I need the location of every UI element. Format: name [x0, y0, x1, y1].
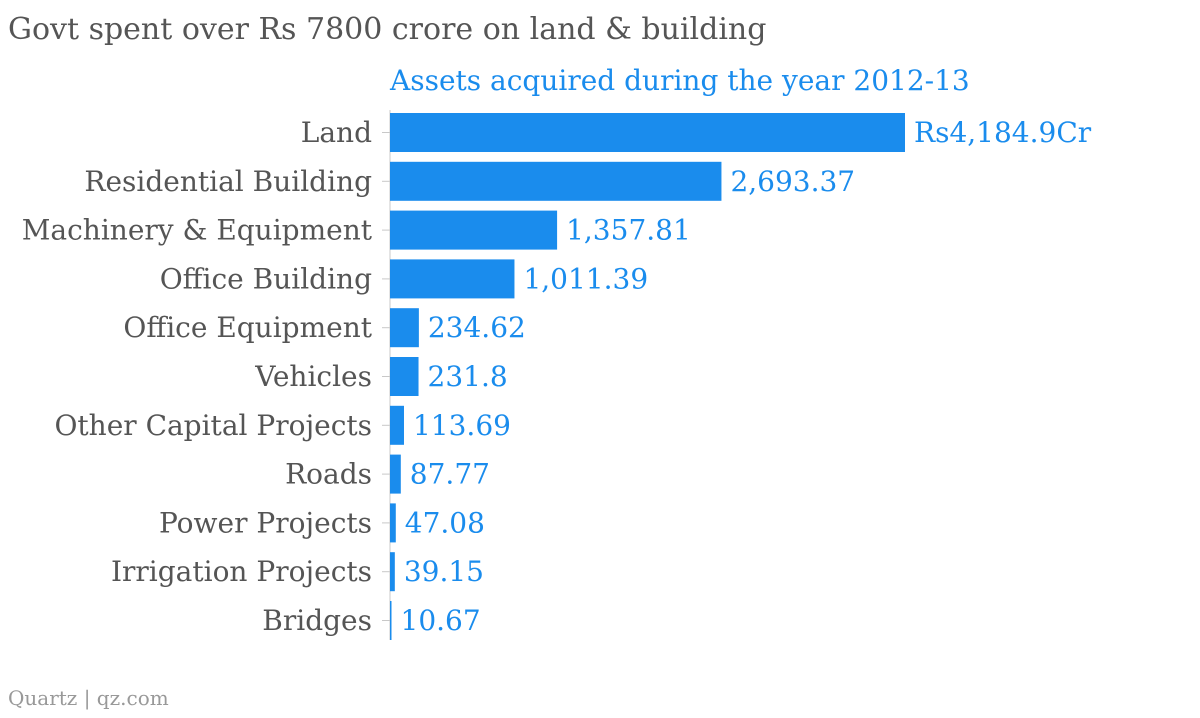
value-label: 113.69 [413, 409, 511, 442]
bar [390, 210, 558, 250]
category-label: Vehicles [254, 360, 372, 393]
category-label: Machinery & Equipment [22, 214, 373, 247]
source-credit: Quartz | qz.com [8, 686, 169, 710]
bar [390, 454, 401, 494]
category-label: Office Building [160, 262, 372, 295]
bar [390, 601, 392, 640]
value-label: 1,357.81 [566, 214, 691, 247]
category-label: Residential Building [84, 165, 372, 198]
category-label: Bridges [262, 604, 372, 637]
value-label: Rs4,184.9Cr [914, 116, 1092, 149]
category-label: Irrigation Projects [111, 555, 372, 588]
category-label: Other Capital Projects [54, 409, 372, 442]
value-label: 234.62 [428, 311, 526, 344]
bar [390, 552, 395, 592]
category-label: Land [301, 116, 372, 149]
value-label: 87.77 [410, 458, 490, 491]
bar [390, 357, 419, 396]
bar [390, 161, 722, 201]
category-label: Office Equipment [123, 311, 372, 344]
chart-subtitle: Assets acquired during the year 2012-13 [390, 64, 970, 97]
value-label: 1,011.39 [523, 262, 648, 295]
chart-title: Govt spent over Rs 7800 crore on land & … [8, 12, 767, 47]
bar [390, 113, 905, 152]
value-label: 231.8 [428, 360, 508, 393]
value-label: 47.08 [405, 506, 485, 539]
value-label: 10.67 [401, 604, 481, 637]
bar [390, 503, 396, 543]
bar [390, 405, 404, 445]
value-label: 39.15 [404, 555, 484, 588]
bar [390, 259, 515, 299]
bar [390, 308, 419, 348]
category-label: Power Projects [159, 506, 372, 539]
value-label: 2,693.37 [730, 165, 855, 198]
category-label: Roads [285, 458, 372, 491]
